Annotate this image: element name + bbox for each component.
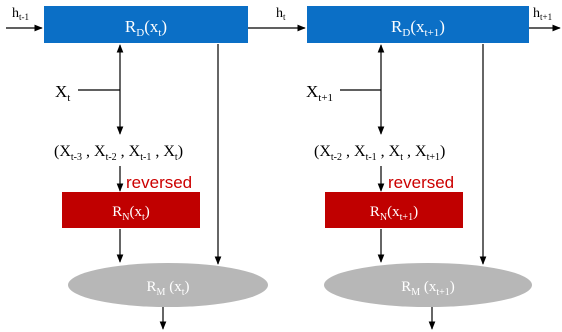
rm-ellipse-left [68,263,268,307]
rd-box-left [44,6,248,43]
rm-ellipse-right [324,263,532,307]
h-mid-label: ht [276,6,286,22]
left-module: ht-1 RD(xt) Xt (Xt-3 , Xt-2 , Xt-1 , Xt)… [6,6,268,330]
rd-box-right [307,6,529,43]
reversed-label-right: reversed [388,173,454,192]
input-label-left: Xt [55,82,70,104]
sequence-left: (Xt-3 , Xt-2 , Xt-1 , Xt) [54,143,183,163]
reversed-label-left: reversed [126,173,192,192]
rd-label-right: RD(xt+1) [391,17,445,39]
sequence-right: (Xt-2 , Xt-1 , Xt , Xt+1) [314,143,445,163]
rn-label-right: RN(xt+1) [370,204,418,223]
rm-label-left: RM (xt) [147,279,190,298]
rn-label-left: RN(xt) [112,204,150,223]
h-out-label: ht+1 [533,6,552,22]
rd-label-left: RD(xt) [125,17,167,39]
rm-label-right: RM (xt+1) [401,279,455,298]
rn-box-left [62,192,200,228]
rn-box-right [325,192,463,228]
right-module: RD(xt+1) ht+1 Xt+1 (Xt-2 , Xt-1 , Xt , X… [306,6,561,330]
h-in-label: ht-1 [12,6,29,22]
input-label-right: Xt+1 [306,82,333,104]
